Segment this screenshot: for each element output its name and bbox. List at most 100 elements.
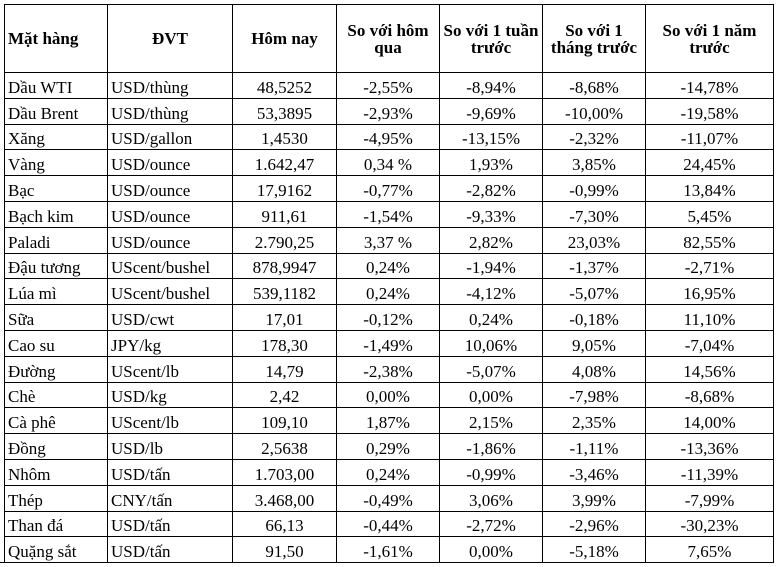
cell-today: 911,61 (232, 200, 337, 228)
cell-vs-yesterday: 0,24% (336, 252, 440, 280)
cell-vs-week: 10,06% (439, 329, 543, 357)
cell-vs-month: -2,96% (542, 510, 646, 538)
cell-vs-month: -1,11% (542, 433, 646, 460)
page-edge-mark (0, 562, 4, 563)
cell-vs-week: -2,82% (439, 175, 543, 202)
cell-vs-week: -1,86% (439, 433, 543, 460)
cell-item: Quặng sắt (4, 536, 108, 564)
cell-vs-week: -9,33% (439, 200, 543, 228)
cell-vs-year: -7,99% (645, 484, 774, 512)
cell-vs-month: -2,32% (542, 123, 646, 151)
table-row: Cà phê UScent/lb 109,10 1,87% 2,15% 2,35% 14,0… (4, 407, 774, 435)
cell-unit: UScent/bushel (107, 252, 233, 280)
cell-unit: USD/ounce (107, 200, 233, 228)
cell-unit: USD/kg (107, 381, 233, 409)
cell-vs-week: 0,00% (439, 536, 543, 564)
cell-unit: USD/cwt (107, 304, 233, 331)
header-today: Hôm nay (232, 4, 337, 73)
cell-vs-yesterday: 0,24% (336, 278, 440, 306)
cell-item: Đậu tương (4, 252, 108, 280)
cell-unit: USD/lb (107, 433, 233, 460)
cell-vs-yesterday: -1,61% (336, 536, 440, 564)
cell-vs-week: -2,72% (439, 510, 543, 538)
cell-item: Cà phê (4, 407, 108, 435)
table-row: Chè USD/kg 2,42 0,00% 0,00% -7,98% -8,68% (4, 381, 774, 409)
cell-today: 2,5638 (232, 433, 337, 460)
cell-item: Sữa (4, 304, 108, 331)
cell-vs-year: -30,23% (645, 510, 774, 538)
cell-vs-week: -4,12% (439, 278, 543, 306)
cell-today: 178,30 (232, 329, 337, 357)
cell-today: 66,13 (232, 510, 337, 538)
table-row: Quặng sắt USD/tấn 91,50 -1,61% 0,00% -5,18% 7,… (4, 536, 774, 564)
cell-vs-month: -0,99% (542, 175, 646, 202)
cell-today: 48,5252 (232, 72, 337, 99)
cell-vs-month: 9,05% (542, 329, 646, 357)
cell-vs-yesterday: -1,54% (336, 200, 440, 228)
cell-unit: JPY/kg (107, 329, 233, 357)
cell-vs-month: 2,35% (542, 407, 646, 435)
cell-today: 1.642,47 (232, 149, 337, 177)
cell-vs-year: -2,71% (645, 252, 774, 280)
cell-vs-year: -19,58% (645, 97, 774, 125)
cell-vs-yesterday: -0,77% (336, 175, 440, 202)
cell-item: Paladi (4, 226, 108, 254)
cell-unit: UScent/bushel (107, 278, 233, 306)
cell-vs-week: -13,15% (439, 123, 543, 151)
cell-vs-month: 3,85% (542, 149, 646, 177)
table-row: Đồng USD/lb 2,5638 0,29% -1,86% -1,11% -13,36% (4, 433, 774, 460)
cell-vs-yesterday: -2,55% (336, 72, 440, 99)
cell-vs-year: -8,68% (645, 381, 774, 409)
cell-vs-month: -5,07% (542, 278, 646, 306)
table-row: Bạch kim USD/ounce 911,61 -1,54% -9,33% -7,30… (4, 200, 774, 228)
table-row: Đường UScent/lb 14,79 -2,38% -5,07% 4,08% 14,5… (4, 355, 774, 383)
table-row: Dầu Brent USD/thùng 53,3895 -2,93% -9,69% -10… (4, 97, 774, 125)
cell-vs-month: -5,18% (542, 536, 646, 564)
cell-vs-year: -13,36% (645, 433, 774, 460)
cell-item: Thép (4, 484, 108, 512)
cell-vs-month: -0,18% (542, 304, 646, 331)
cell-vs-yesterday: -4,95% (336, 123, 440, 151)
cell-today: 3.468,00 (232, 484, 337, 512)
cell-item: Đường (4, 355, 108, 383)
cell-vs-year: 13,84% (645, 175, 774, 202)
cell-unit: USD/thùng (107, 97, 233, 125)
cell-item: Nhôm (4, 458, 108, 486)
cell-today: 17,01 (232, 304, 337, 331)
cell-vs-yesterday: 0,00% (336, 381, 440, 409)
cell-vs-yesterday: -0,49% (336, 484, 440, 512)
cell-today: 878,9947 (232, 252, 337, 280)
cell-today: 109,10 (232, 407, 337, 435)
cell-unit: CNY/tấn (107, 484, 233, 512)
table-row: Sữa USD/cwt 17,01 -0,12% 0,24% -0,18% 11,10% (4, 304, 774, 331)
table-row: Than đá USD/tấn 66,13 -0,44% -2,72% -2,96% -30… (4, 510, 774, 538)
header-vs-month: So với 1 tháng trước (542, 4, 646, 73)
cell-vs-yesterday: 0,34 % (336, 149, 440, 177)
cell-today: 2.790,25 (232, 226, 337, 254)
cell-unit: USD/ounce (107, 226, 233, 254)
cell-vs-week: -0,99% (439, 458, 543, 486)
cell-today: 53,3895 (232, 97, 337, 125)
cell-today: 2,42 (232, 381, 337, 409)
cell-item: Cao su (4, 329, 108, 357)
table-row: Vàng USD/ounce 1.642,47 0,34 % 1,93% 3,85% 24,… (4, 149, 774, 177)
cell-vs-month: -10,00% (542, 97, 646, 125)
cell-vs-year: 14,56% (645, 355, 774, 383)
cell-today: 14,79 (232, 355, 337, 383)
cell-vs-year: 24,45% (645, 149, 774, 177)
cell-item: Bạch kim (4, 200, 108, 228)
cell-vs-month: 3,99% (542, 484, 646, 512)
cell-item: Lúa mì (4, 278, 108, 306)
cell-item: Dầu WTI (4, 72, 108, 99)
cell-item: Vàng (4, 149, 108, 177)
cell-unit: USD/tấn (107, 536, 233, 564)
cell-unit: USD/tấn (107, 510, 233, 538)
cell-unit: USD/ounce (107, 149, 233, 177)
cell-vs-year: 14,00% (645, 407, 774, 435)
cell-vs-week: 2,82% (439, 226, 543, 254)
table-row: Lúa mì UScent/bushel 539,1182 0,24% -4,12% -5… (4, 278, 774, 306)
cell-today: 539,1182 (232, 278, 337, 306)
header-item: Mặt hàng (4, 4, 108, 73)
cell-unit: USD/thùng (107, 72, 233, 99)
cell-item: Xăng (4, 123, 108, 151)
